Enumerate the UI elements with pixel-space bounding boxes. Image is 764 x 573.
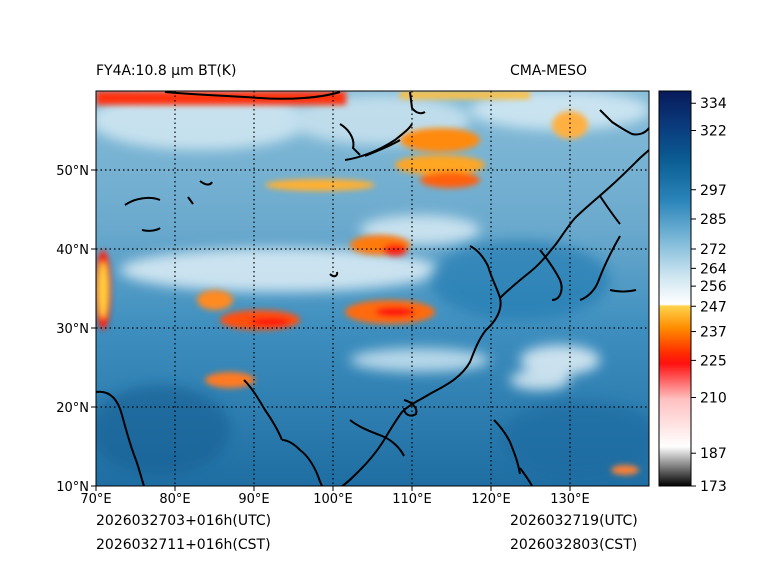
valid-time-cst: 2026032803(CST) xyxy=(510,537,638,553)
lon-tick-label: 70°E xyxy=(80,492,111,507)
lon-tick-label: 90°E xyxy=(238,492,269,507)
colorbar-tick-label: 210 xyxy=(700,391,727,407)
colorbar: 334 322 297 285 272 264 256 247 237 225 210 187 173 xyxy=(658,90,727,495)
lat-tick-label: 20°N xyxy=(56,401,89,416)
colorbar-ticks xyxy=(691,102,696,487)
colorbar-labels: 334 322 297 285 272 264 256 247 237 225 210 187 173 xyxy=(700,96,727,495)
colorbar-tick-label: 247 xyxy=(700,299,727,315)
lat-tick-label: 50°N xyxy=(56,164,89,179)
lon-tick-label: 130°E xyxy=(550,492,590,507)
axis-ticks xyxy=(91,169,571,491)
lon-tick-label: 100°E xyxy=(313,492,353,507)
colorbar-tick-label: 297 xyxy=(700,183,727,199)
colorbar-tick-label: 256 xyxy=(700,279,727,295)
map-frame xyxy=(95,90,650,487)
model-name: CMA-MESO xyxy=(510,63,588,79)
gridlines xyxy=(96,91,649,486)
satellite-imagery xyxy=(96,91,649,486)
colorbar-tick-label: 187 xyxy=(700,446,727,462)
colorbar-tick-label: 237 xyxy=(700,325,727,341)
colorbar-gradient xyxy=(659,91,691,486)
colorbar-tick-label: 322 xyxy=(700,124,727,140)
init-time-utc: 2026032703+016h(UTC) xyxy=(96,513,272,529)
longitude-labels: 70°E 80°E 90°E 100°E 110°E 120°E 130°E xyxy=(80,492,589,507)
init-time-cst: 2026032711+016h(CST) xyxy=(96,537,271,553)
lat-tick-label: 40°N xyxy=(56,243,89,258)
colorbar-frame xyxy=(658,90,692,487)
figure-title: FY4A:10.8 µm BT(K) xyxy=(96,63,237,79)
lon-tick-label: 110°E xyxy=(392,492,432,507)
colorbar-tick-label: 225 xyxy=(700,353,727,369)
colorbar-tick-label: 173 xyxy=(700,479,727,495)
lon-tick-label: 120°E xyxy=(471,492,511,507)
lat-tick-label: 30°N xyxy=(56,322,89,337)
colorbar-tick-label: 285 xyxy=(700,212,727,228)
colorbar-tick-label: 272 xyxy=(700,242,727,258)
colorbar-tick-label: 264 xyxy=(700,261,727,277)
valid-time-utc: 2026032719(UTC) xyxy=(510,513,638,529)
latitude-labels: 10°N 20°N 30°N 40°N 50°N xyxy=(56,164,89,495)
colorbar-tick-label: 334 xyxy=(700,96,727,112)
lat-tick-label: 10°N xyxy=(56,480,89,495)
lon-tick-label: 80°E xyxy=(159,492,190,507)
coastlines xyxy=(96,91,649,486)
